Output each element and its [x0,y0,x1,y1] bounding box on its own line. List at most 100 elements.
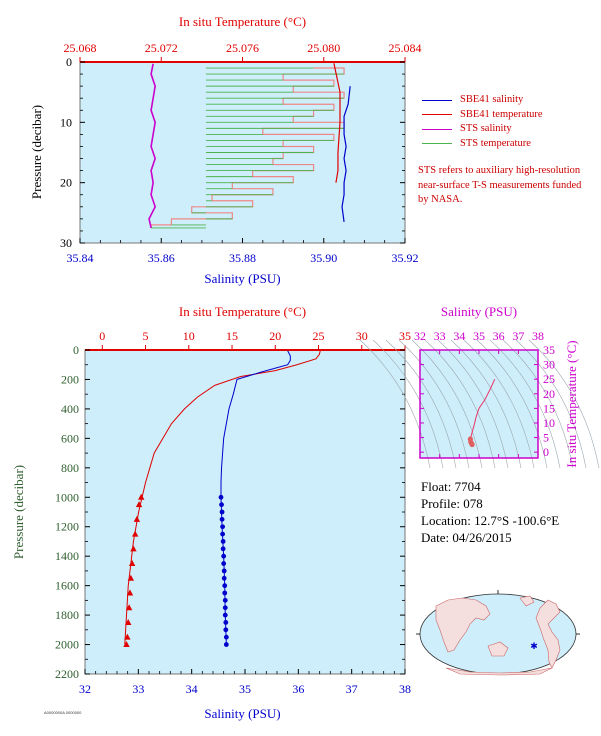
temperature-marker [127,574,135,581]
location-text: Location: 12.7°S -100.6°E [421,513,560,528]
ts-x-tick-label: 35 [473,329,485,343]
ts-x-tick-label: 37 [512,329,524,343]
sts-annotation: STS refers to auxiliary high-resolution … [418,165,582,205]
legend-item: SBE41 salinity [422,93,543,108]
ts-y-tick-label: 25 [543,372,555,386]
top-legend: SBE41 salinity SBE41 temperature STS sal… [422,93,543,151]
salinity-marker [219,502,224,508]
density-contour-line [528,339,600,469]
density-contour-line [502,339,574,469]
bottom-x2-tick-label: 5 [143,329,149,343]
legend-swatch [422,128,452,130]
density-contour-line [359,339,431,469]
salinity-marker [220,524,226,530]
bottom-y-tick-label: 2000 [55,638,79,652]
profile-number: Profile: 078 [421,496,483,511]
bottom-y-tick-label: 1400 [55,549,79,563]
bottom-x2-tick-label: 10 [183,329,195,343]
ts-x-tick-label: 38 [532,329,544,343]
legend-label: STS temperature [460,137,531,149]
float-info: Float: 7704 Profile: 078 Location: 12.7°… [421,478,559,546]
bottom-y-axis-title: Pressure (decibar) [11,465,26,559]
legend-swatch [422,99,452,101]
bottom-y-tick-label: 800 [61,461,79,475]
salinity-marker [222,612,228,618]
map-eurasia-africa [435,597,491,653]
temperature-marker [126,589,134,596]
top-chart-panel: 35.84 35.86 35.88 35.90 35.92 25.068 25.072 25.… [29,14,422,286]
bottom-y-tick-label: 0 [73,343,79,357]
world-map: ✱ [416,590,580,676]
salinity-marker [222,597,228,603]
salinity-marker [218,494,224,500]
temperature-marker [128,560,136,567]
density-contour-line [476,339,548,469]
ts-y-tick-label: 35 [543,343,555,357]
top-x2-tick-label: 25.080 [307,41,340,55]
salinity-marker [222,583,228,589]
ts-plot-area [420,350,538,458]
sts-salinity-line [148,63,157,229]
top-y-tick-label: 10 [60,115,72,129]
temperature-marker [125,618,132,625]
legend-swatch [422,143,452,145]
top-x2-tick-label: 25.076 [226,41,259,55]
density-contours [359,339,600,469]
bottom-x2-tick-label: 15 [226,329,238,343]
temperature-marker [138,493,145,500]
salinity-marker [220,546,226,552]
density-contour-line [437,339,509,469]
ts-x-tick-label: 33 [434,329,446,343]
legend-item: SBE41 temperature [422,108,543,123]
density-contour-line [515,339,587,469]
top-y-tick-label: 0 [66,55,72,69]
density-contour-line [463,339,535,469]
ts-y-tick-label: 30 [543,358,555,372]
salinity-marker [222,590,228,596]
salinity-marker [219,516,225,522]
top-x-tick-label: 35.90 [310,251,337,265]
map-greenland [519,595,535,607]
salinity-marker [223,642,229,647]
salinity-marker [221,575,227,581]
salinity-marker [221,568,227,574]
bottom-y-tick-label: 1800 [55,608,79,622]
sbe41-temperature-line [333,63,341,183]
bottom-temperature-line [124,350,321,645]
bottom-y-tick-label: 1600 [55,579,79,593]
top-y-tick-label: 20 [60,176,72,190]
sbe41-salinity-line [341,86,351,222]
legend-label: SBE41 temperature [460,108,543,120]
salinity-marker [223,620,229,625]
top-y-tick-label: 30 [60,236,72,250]
salinity-marker [221,561,227,566]
density-contour-line [411,339,483,469]
temperature-marker [124,633,131,640]
top-y-axis-title: Pressure (decibar) [29,105,44,199]
top-x-axis-title: Salinity (PSU) [204,271,280,286]
density-contour-line [385,339,457,469]
temperature-marker [131,530,139,537]
float-number: Float: 7704 [421,479,481,494]
ts-y-tick-label: 10 [543,416,555,430]
bottom-y-tick-label: 400 [61,402,79,416]
top-x2-tick-label: 25.084 [389,41,422,55]
bottom-x-axis-title: Salinity (PSU) [204,706,280,721]
salinity-marker [220,539,226,544]
bottom-x2-tick-label: 25 [313,329,325,343]
map-americas [535,599,561,669]
temperature-marker [125,604,133,611]
top-x2-tick-label: 25.072 [145,41,178,55]
ts-y-tick-label: 5 [543,431,549,445]
bottom-y-tick-label: 1000 [55,490,79,504]
top-x-tick-label: 35.92 [392,251,419,265]
legend-swatch [422,114,452,116]
temperature-marker [135,501,143,508]
density-contour-line [372,339,444,469]
top-x2-axis-title: In situ Temperature (°C) [179,14,306,29]
salinity-marker [221,553,227,559]
bottom-y-tick-label: 2200 [55,667,79,681]
salinity-marker [223,627,229,633]
